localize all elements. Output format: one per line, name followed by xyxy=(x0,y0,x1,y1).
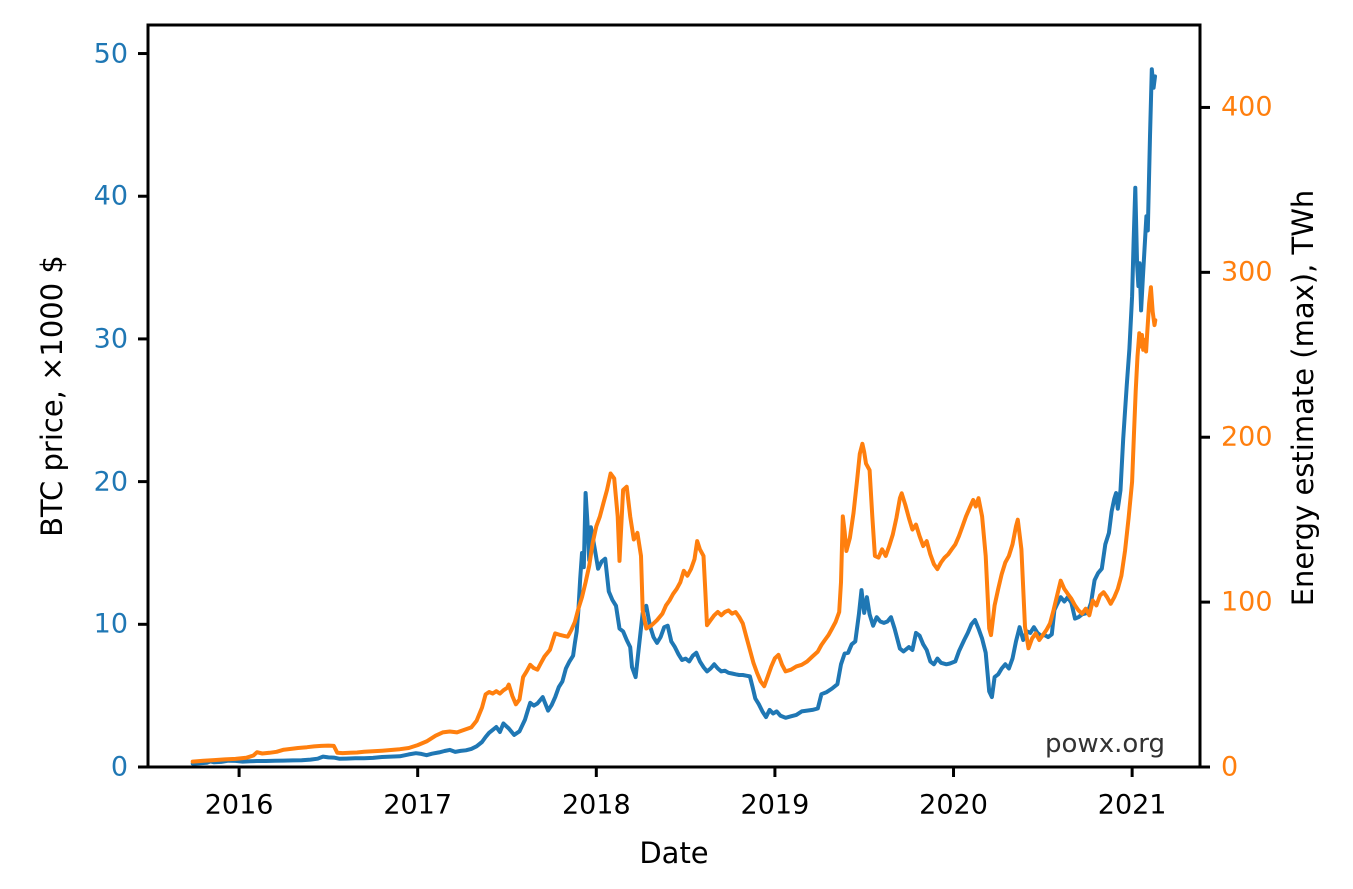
y-axis-title-left: BTC price, ×1000 $ xyxy=(35,255,69,537)
btc-price-line xyxy=(190,67,1157,766)
y-left-tick-label: 40 xyxy=(93,180,128,212)
y-right-tick-label: 400 xyxy=(1221,91,1273,123)
x-tick-label: 2019 xyxy=(740,789,810,821)
x-tick-label: 2020 xyxy=(919,789,988,821)
y-right-tick-label: 0 xyxy=(1221,751,1239,783)
y-right-tick-label: 100 xyxy=(1221,586,1273,618)
y-left-tick-label: 0 xyxy=(110,751,128,783)
x-tick-label: 2016 xyxy=(204,789,274,821)
y-axis-title-right: Energy estimate (max), TWh xyxy=(1286,189,1320,607)
y-left-tick-label: 30 xyxy=(93,323,128,355)
x-tick-label: 2017 xyxy=(383,789,453,821)
y-left-tick-label: 50 xyxy=(93,38,128,70)
plot-frame xyxy=(146,23,1202,769)
x-tick-label: 2018 xyxy=(561,789,631,821)
y-right-tick-label: 200 xyxy=(1221,421,1273,453)
x-tick-label: 2021 xyxy=(1097,789,1167,821)
y-left-tick-label: 10 xyxy=(93,608,128,640)
y-left-tick-label: 20 xyxy=(93,466,128,498)
y-right-tick-label: 300 xyxy=(1221,256,1273,288)
energy-line xyxy=(190,285,1158,764)
watermark-text: powx.org xyxy=(1045,729,1165,759)
x-axis-title: Date xyxy=(639,836,709,870)
axis-tick-marks xyxy=(138,52,1210,777)
